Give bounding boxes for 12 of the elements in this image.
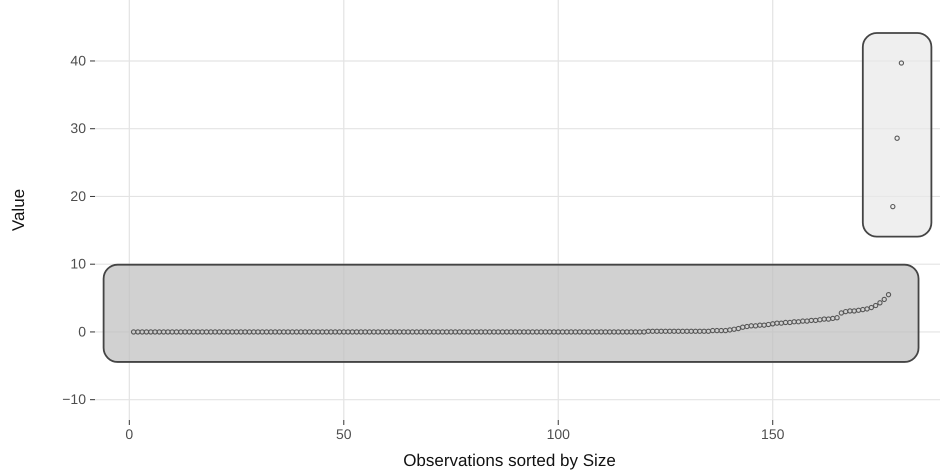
- x-tick-label: 0: [125, 426, 134, 442]
- y-tick-label: 10: [70, 256, 86, 272]
- x-tick-label: 100: [546, 426, 570, 442]
- y-tick-label: 0: [78, 323, 86, 340]
- y-tick-label: 40: [70, 52, 86, 68]
- x-axis-title: Observations sorted by Size: [403, 451, 616, 470]
- y-tick-label: 20: [70, 188, 86, 204]
- x-tick-label: 150: [761, 426, 785, 442]
- y-tick-label: 30: [70, 120, 86, 136]
- x-tick-label: 50: [336, 426, 352, 442]
- y-axis-title: Value: [9, 188, 28, 232]
- y-tick-label: −10: [62, 391, 86, 408]
